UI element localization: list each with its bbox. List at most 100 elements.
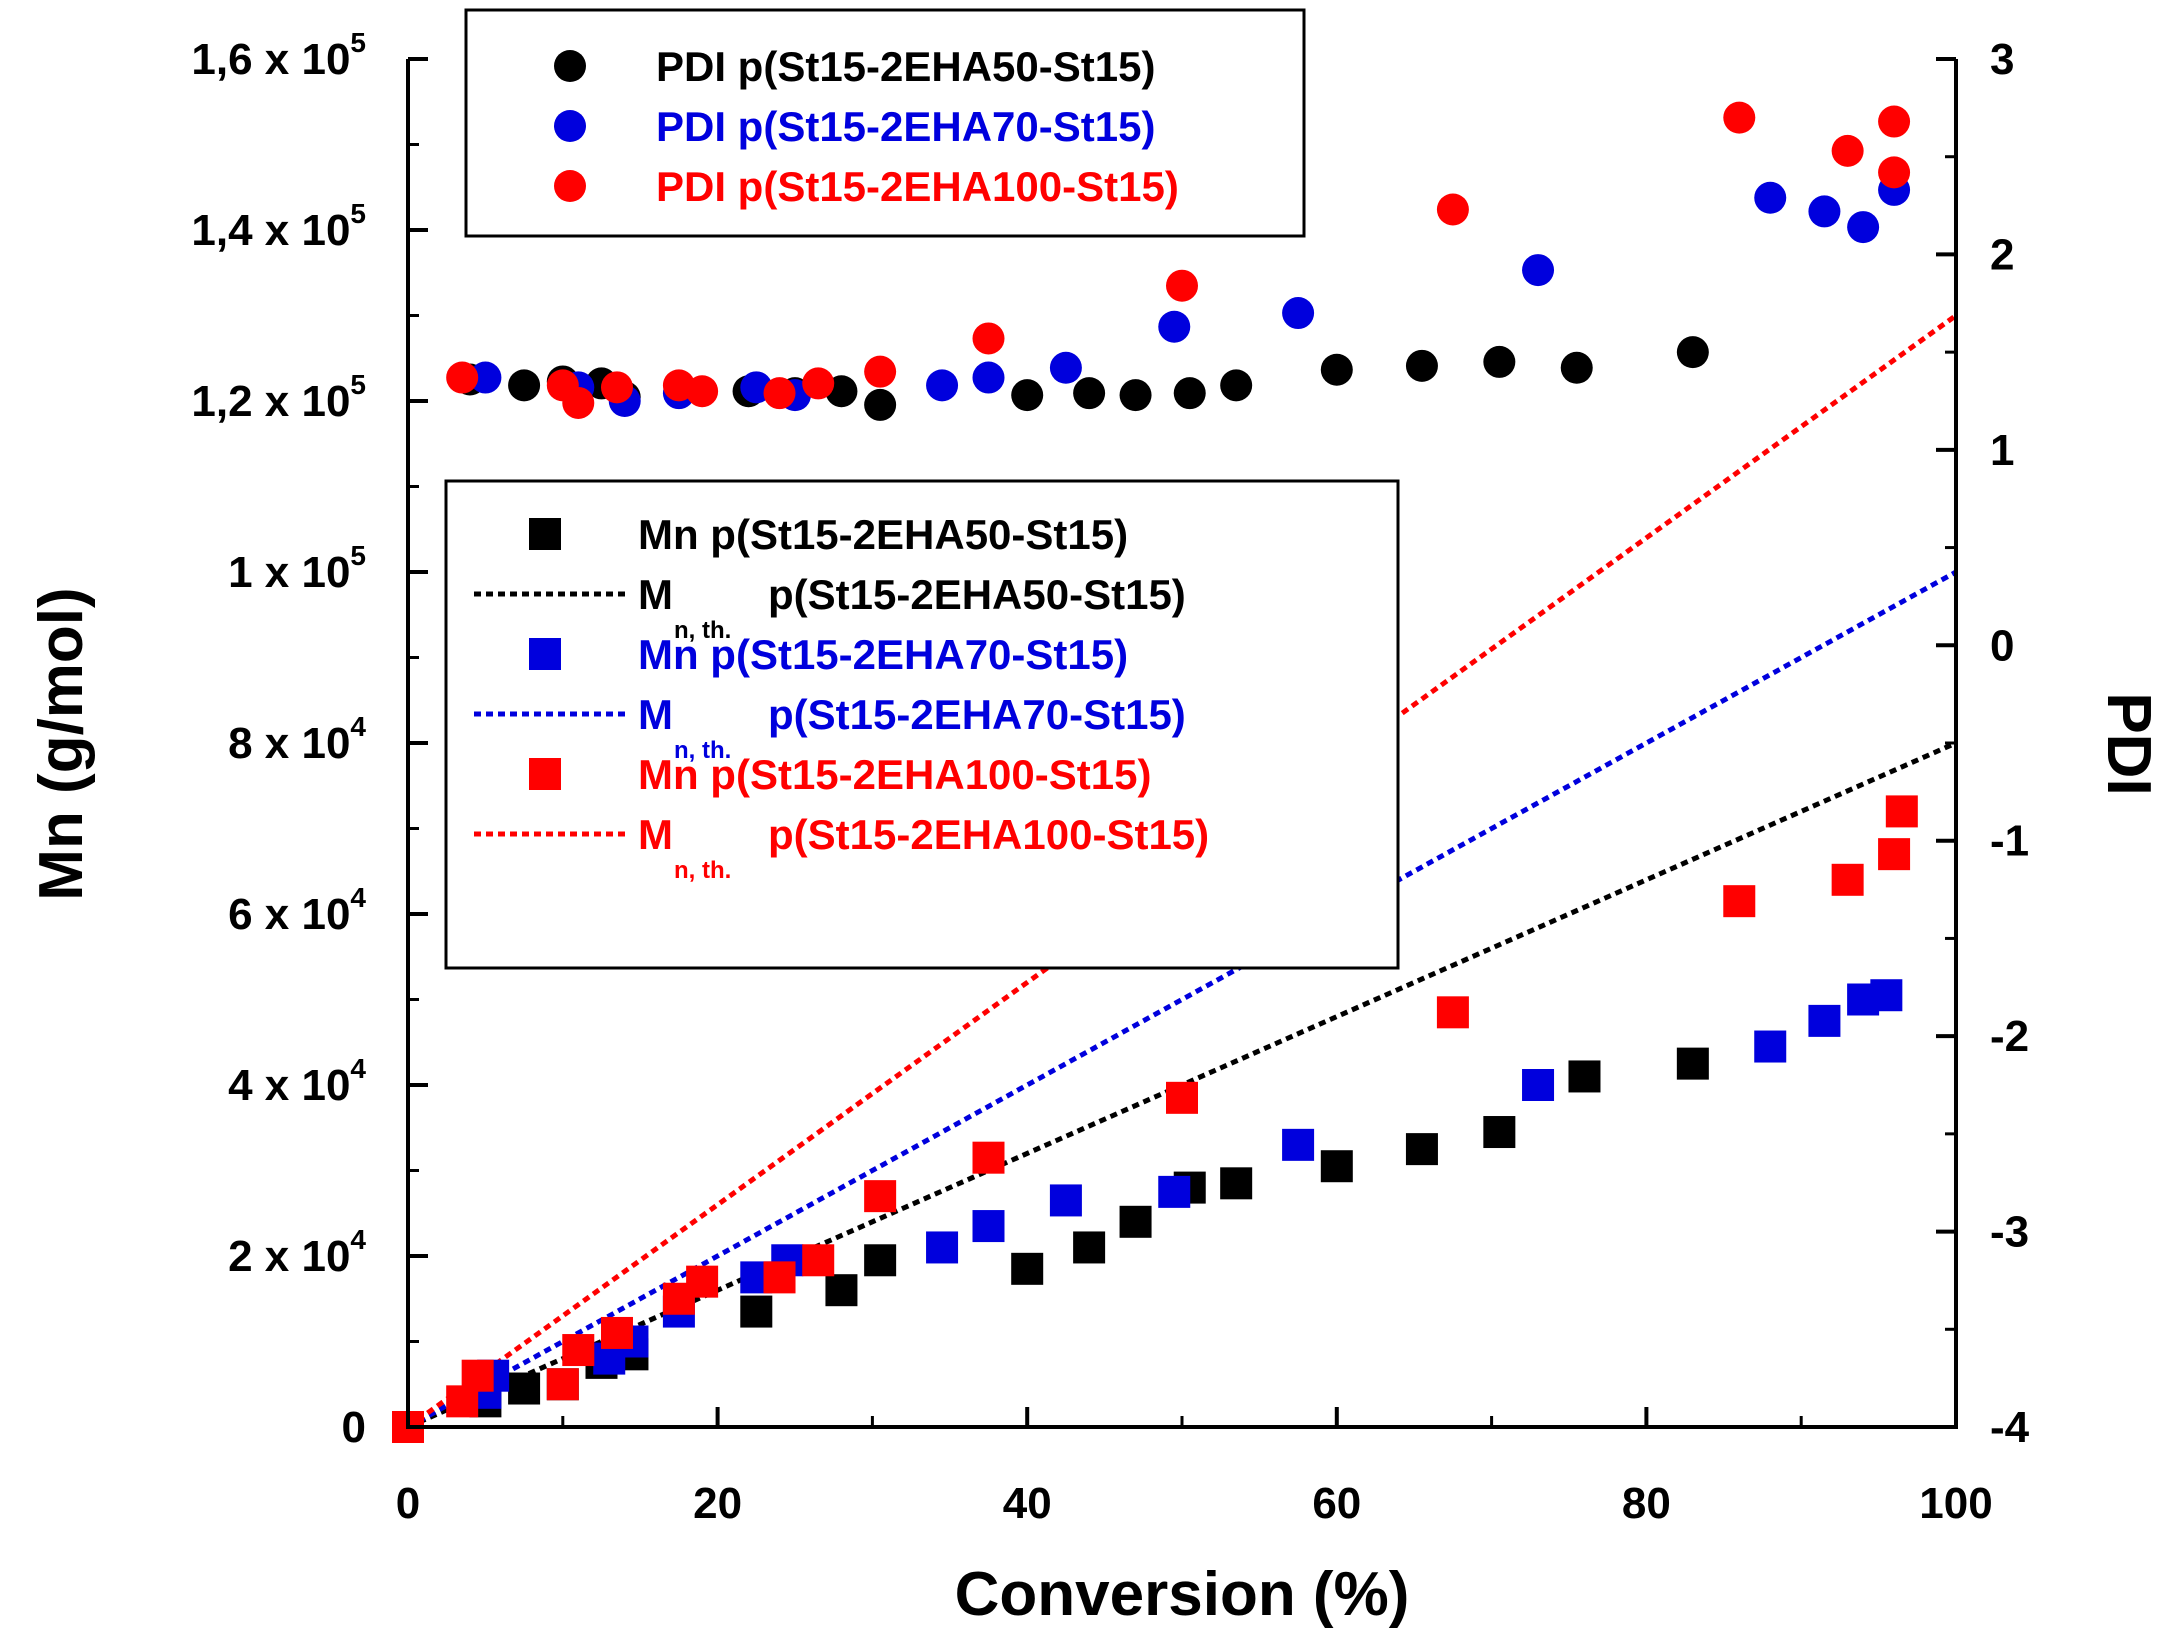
x-ticks: 0 20 40 60 80 100 [396,1407,1993,1528]
pdi-point-s0-14 [1320,353,1353,386]
pdi-point-s1-9 [1158,310,1191,343]
pdi-point-s1-12 [1754,181,1787,214]
y-tick-exponent: 5 [350,540,366,571]
pdi-point-s0-18 [1676,336,1709,369]
legend-pdi-label-2: PDI p(St15-2EHA100-St15) [656,163,1179,210]
mn-point-s0-11 [1119,1205,1152,1238]
mn-point-s0-14 [1320,1150,1353,1183]
y-tick-exponent: 5 [350,198,366,229]
mn-point-s1-12 [1282,1128,1315,1161]
pdi-point-s0-15 [1405,349,1438,382]
pdi-point-s2-3 [600,371,633,404]
mn-point-s0-13 [1220,1167,1253,1200]
y-tick-label-1: 2 x 104 [228,1224,366,1281]
pdi-point-s2-2 [562,386,595,419]
y-axis-title: Mn (g/mol) [27,587,96,900]
legend-mn-sub-1: n, th. [674,617,731,644]
mn-point-s2-9 [802,1244,835,1277]
y-tick-mantissa: 8 x 10 [228,719,350,768]
y2-tick-label-7: 3 [1990,35,2014,84]
mn-point-s1-8 [926,1231,959,1264]
legend-mn: Mn p(St15-2EHA50-St15) Mn, th. p(St15-2EHA… [444,479,1400,970]
pdi-point-s2-6 [763,377,796,410]
mn-point-s1-14 [1754,1030,1787,1063]
legend-mn-marker-2 [529,638,561,670]
pdi-point-s2-13 [1831,134,1864,167]
x-tick-label-4: 80 [1622,1479,1671,1528]
y-tick-exponent: 5 [350,369,366,400]
legend-mn-rest-5: p(St15-2EHA100-St15) [768,811,1209,858]
y2-tick-label-2: -2 [1990,1012,2029,1061]
pdi-point-s0-10 [1073,377,1106,410]
mn-point-s0-16 [1483,1116,1516,1149]
y2-tick-label-1: -3 [1990,1208,2029,1257]
mn-point-s1-15 [1808,1004,1841,1037]
mn-point-s1-9 [972,1210,1005,1243]
mn-point-s2-17 [1885,795,1918,828]
pdi-point-s1-11 [1522,254,1555,287]
pdi-point-s1-13 [1808,195,1841,228]
legend-mn-marker-4 [529,758,561,790]
legend-mn-sub-3: n, th. [674,737,731,764]
mn-point-s2-8 [763,1261,796,1294]
x-tick-label-2: 40 [1003,1479,1052,1528]
y-tick-exponent: 4 [350,882,366,913]
pdi-point-s2-10 [1166,269,1198,302]
legend-mn-label-2: Mn p(St15-2EHA70-St15) [638,631,1128,678]
y-tick-label-2: 4 x 104 [228,1053,366,1110]
pdi-point-s1-8 [1049,351,1082,384]
mn-point-s0-7 [825,1274,858,1307]
legend-mn-label-0: Mn p(St15-2EHA50-St15) [638,511,1128,558]
mn-point-s2-13 [1436,996,1469,1029]
mn-point-s1-17 [1870,979,1903,1012]
y-tick-mantissa: 0 [342,1403,366,1452]
legend-mn-rest-3: p(St15-2EHA70-St15) [768,691,1186,738]
y-tick-label-5: 1 x 105 [228,540,366,597]
legend-mn-m-5: M [638,811,673,858]
legend-pdi-label-0: PDI p(St15-2EHA50-St15) [656,43,1155,90]
mn-point-s0-2 [508,1372,541,1405]
y-tick-mantissa: 2 x 10 [228,1232,350,1281]
y-tick-mantissa: 1 x 10 [228,548,350,597]
pdi-point-s2-9 [972,322,1005,355]
mn-point-s2-2 [461,1359,494,1392]
pdi-point-s1-10 [1282,297,1315,330]
x-tick-label-5: 100 [1919,1479,1992,1528]
pdi-point-s2-7 [802,367,835,400]
mn-point-s0-15 [1405,1133,1438,1166]
mn-point-s0-6 [740,1295,773,1328]
y-tick-mantissa: 1,6 x 10 [191,35,350,84]
x-tick-label-3: 60 [1312,1479,1361,1528]
pdi-point-s0-17 [1560,351,1593,384]
mn-point-s2-12 [1166,1081,1198,1114]
mn-point-s2-16 [1878,838,1911,871]
mn-point-s2-7 [686,1265,719,1298]
legend-pdi-marker-2 [554,170,586,202]
legend-mn-rest-1: p(St15-2EHA50-St15) [768,571,1186,618]
y2-tick-label-5: 1 [1990,426,2014,475]
legend-mn-label-4: Mn p(St15-2EHA100-St15) [638,751,1151,798]
pdi-point-s0-8 [864,388,897,421]
mn-point-s2-14 [1723,885,1756,918]
pdi-point-s2-14 [1878,105,1911,138]
legend-mn-box [444,479,1400,970]
mn-point-s1-10 [1049,1184,1082,1217]
x-axis-title: Conversion (%) [955,1560,1410,1629]
y2-tick-label-0: -4 [1990,1403,2030,1452]
mn-point-s1-11 [1158,1175,1191,1208]
y-tick-mantissa: 1,2 x 10 [191,377,350,426]
pdi-point-s1-7 [972,361,1005,394]
mn-markers [392,795,1918,1443]
pdi-point-s1-6 [926,369,959,402]
pdi-point-s2-15 [1878,156,1911,189]
mn-point-s0-9 [1011,1252,1044,1285]
x-tick-label-0: 0 [396,1479,420,1528]
mn-point-s2-15 [1831,863,1864,896]
pdi-point-s2-8 [864,355,897,388]
pdi-markers [446,101,1911,421]
pdi-point-s1-0 [469,361,502,394]
mn-point-s2-4 [562,1334,595,1367]
y-tick-mantissa: 6 x 10 [228,890,350,939]
legend-pdi-label-1: PDI p(St15-2EHA70-St15) [656,103,1155,150]
